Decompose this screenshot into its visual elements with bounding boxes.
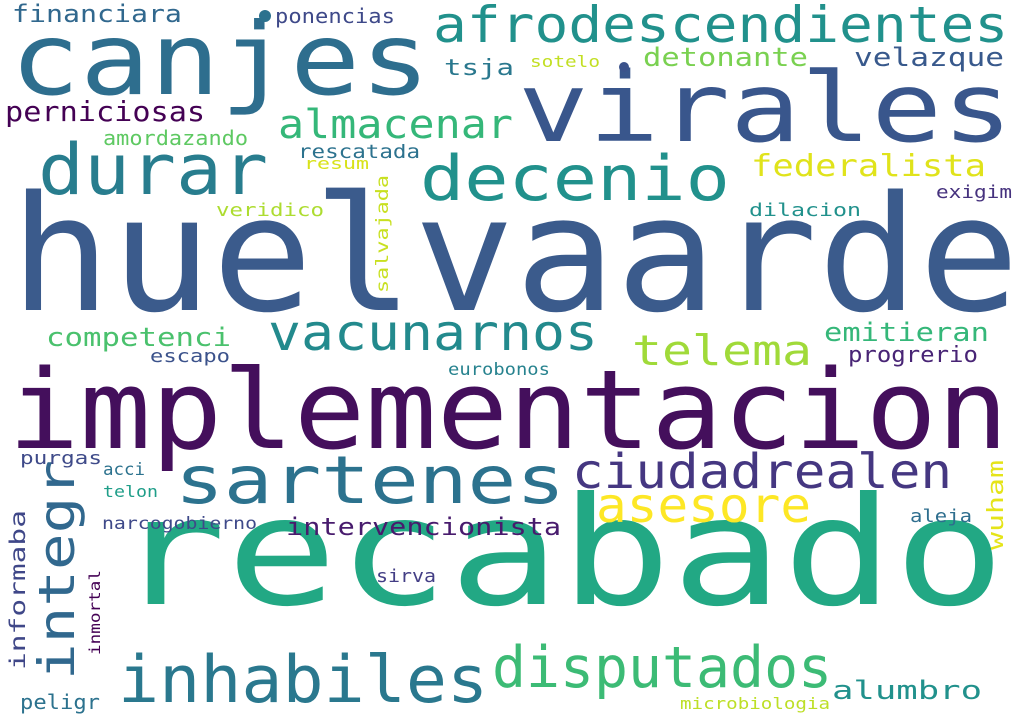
word-canjes: canjes	[10, 1, 431, 118]
word-amordazando: amordazando	[103, 126, 249, 150]
word-velazque: velazque	[854, 43, 1005, 73]
word-ponencias: ponencias	[275, 4, 395, 28]
word-decenio: decenio	[420, 142, 730, 215]
word-peligr: peligr	[20, 690, 100, 714]
word-resum: resum	[304, 154, 369, 173]
word-durar: durar	[38, 129, 269, 211]
word-telon: telon	[103, 482, 159, 501]
word-escapo: escapo	[150, 346, 230, 367]
word-integr: integr	[28, 459, 86, 680]
word-inhabiles: inhabiles	[118, 643, 489, 718]
word-inmortal: inmortal	[86, 570, 104, 655]
word-emitieran: emitieran	[824, 318, 989, 348]
word-progrerio: progrerio	[848, 343, 978, 368]
word-salvajada: salvajada	[373, 174, 393, 293]
word-asesore: asesore	[596, 478, 812, 534]
word-rescatada: rescatada	[298, 141, 420, 163]
word-ciudadrealen: ciudadrealen	[572, 444, 953, 500]
word-federalista: federalista	[751, 149, 987, 184]
word-competenci: competenci	[46, 323, 232, 353]
word-dilacion: dilacion	[749, 200, 862, 221]
word-wuham: wuham	[984, 459, 1009, 550]
word-recabado: recabado	[115, 466, 1006, 640]
word-tsja: tsja	[444, 56, 514, 81]
word-acci: acci	[103, 460, 146, 480]
word-implementacion: implementacion	[8, 346, 1009, 474]
word-eurobonos: eurobonos	[448, 360, 550, 380]
word-disputados: disputados	[492, 635, 833, 701]
word-sotelo: sotelo	[530, 52, 600, 71]
word-financiara: financiara	[12, 0, 182, 28]
word-microbiologia: microbiologia	[680, 694, 831, 713]
word-sirva: sirva	[376, 566, 436, 587]
word-detonante: detonante	[643, 43, 808, 73]
word-perniciosas: perniciosas	[5, 95, 206, 128]
word-huelvaarde: huelvaarde	[10, 161, 1020, 348]
word-sartenes: sartenes	[175, 442, 566, 519]
word-alumbro: alumbro	[832, 676, 983, 706]
dot-mark-1	[259, 10, 271, 22]
word-virales: virales	[518, 52, 1013, 164]
word-veridico: veridico	[216, 200, 325, 221]
word-vacunarnos: vacunarnos	[268, 304, 598, 362]
dot-mark-2	[619, 62, 629, 72]
word-afrodescendientes: afrodescendientes	[433, 0, 1009, 54]
word-exigim: exigim	[936, 182, 1013, 203]
word-purgas: purgas	[20, 448, 103, 469]
word-informaba: informaba	[6, 510, 30, 670]
word-aleja: aleja	[910, 506, 972, 527]
word-telema: telema	[632, 326, 812, 375]
word-intervencionista: intervencionista	[286, 513, 562, 541]
word-narcogobierno: narcogobierno	[102, 514, 258, 534]
word-almacenar: almacenar	[278, 102, 513, 148]
